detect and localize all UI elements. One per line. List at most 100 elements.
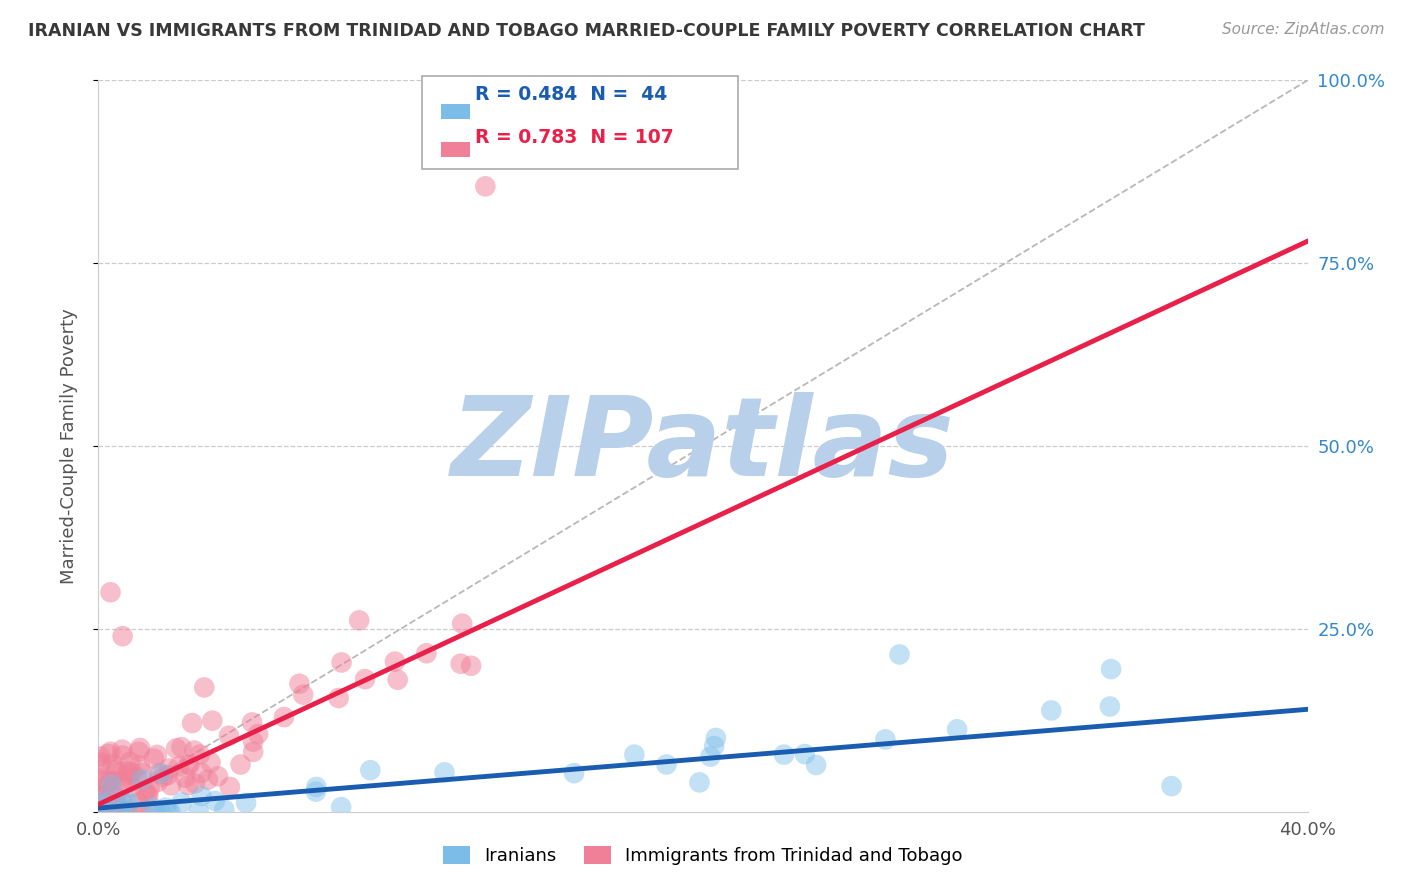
Point bbox=[94, 780, 117, 795]
Point bbox=[177, 778, 200, 792]
Point bbox=[129, 741, 152, 756]
Point bbox=[804, 758, 827, 772]
Point bbox=[155, 800, 177, 814]
Point bbox=[359, 763, 381, 777]
Point bbox=[451, 616, 474, 631]
Point bbox=[165, 741, 187, 756]
Point bbox=[354, 672, 377, 686]
Point bbox=[197, 772, 219, 787]
Point bbox=[111, 774, 134, 789]
Point bbox=[183, 743, 205, 757]
Point bbox=[229, 757, 252, 772]
Point bbox=[111, 748, 134, 763]
Point bbox=[103, 774, 125, 789]
Point bbox=[96, 805, 118, 819]
Point bbox=[146, 747, 169, 762]
Point bbox=[184, 776, 207, 790]
Point bbox=[91, 774, 114, 789]
Point bbox=[655, 757, 678, 772]
Point bbox=[187, 805, 209, 819]
Point bbox=[120, 755, 142, 769]
Point bbox=[87, 772, 110, 786]
Point bbox=[138, 781, 160, 796]
Text: R = 0.783  N = 107: R = 0.783 N = 107 bbox=[475, 128, 673, 147]
Point bbox=[89, 789, 111, 804]
Point bbox=[190, 766, 212, 780]
Point bbox=[125, 771, 148, 785]
Point bbox=[142, 751, 165, 765]
Point bbox=[89, 802, 111, 816]
Point bbox=[117, 805, 139, 819]
Point bbox=[773, 747, 796, 762]
Point bbox=[138, 805, 160, 819]
Point bbox=[247, 727, 270, 741]
Point bbox=[108, 801, 131, 815]
Point bbox=[204, 794, 226, 808]
Point bbox=[177, 757, 200, 772]
Point bbox=[87, 758, 110, 772]
Point bbox=[100, 585, 122, 599]
Point bbox=[136, 789, 159, 803]
Point bbox=[1098, 699, 1121, 714]
Point bbox=[875, 732, 897, 747]
Point bbox=[328, 691, 350, 706]
Point bbox=[242, 745, 264, 759]
Point bbox=[474, 179, 496, 194]
Point bbox=[218, 729, 240, 743]
Point bbox=[90, 794, 112, 808]
Point bbox=[105, 765, 128, 780]
Point bbox=[305, 780, 328, 794]
Point bbox=[110, 805, 132, 819]
Point bbox=[94, 805, 117, 819]
Point bbox=[235, 796, 257, 810]
Point bbox=[89, 805, 111, 819]
Point bbox=[127, 796, 149, 810]
Point bbox=[152, 770, 174, 784]
Point bbox=[90, 805, 112, 819]
Point bbox=[201, 714, 224, 728]
Point bbox=[170, 740, 193, 755]
Point bbox=[214, 803, 236, 817]
Text: R = 0.484  N =  44: R = 0.484 N = 44 bbox=[475, 85, 668, 104]
Point bbox=[157, 805, 180, 819]
Point bbox=[108, 805, 131, 819]
Point bbox=[190, 789, 212, 803]
Point bbox=[98, 805, 121, 819]
Point bbox=[146, 775, 169, 789]
Point bbox=[181, 716, 204, 731]
Point bbox=[160, 778, 183, 792]
Point bbox=[87, 805, 110, 819]
Point bbox=[131, 766, 153, 780]
Point bbox=[242, 734, 264, 748]
Point bbox=[946, 723, 969, 737]
Y-axis label: Married-Couple Family Poverty: Married-Couple Family Poverty bbox=[59, 308, 77, 584]
Text: ZIPatlas: ZIPatlas bbox=[451, 392, 955, 500]
Point bbox=[97, 805, 120, 819]
Point bbox=[121, 780, 143, 795]
Point bbox=[104, 789, 127, 804]
Point bbox=[1099, 662, 1122, 676]
Point bbox=[347, 613, 370, 627]
Text: Source: ZipAtlas.com: Source: ZipAtlas.com bbox=[1222, 22, 1385, 37]
Point bbox=[460, 658, 482, 673]
Point bbox=[91, 793, 114, 807]
Point bbox=[174, 771, 197, 785]
Point bbox=[89, 790, 111, 805]
Point bbox=[90, 756, 112, 770]
Point bbox=[98, 801, 121, 815]
Point bbox=[292, 688, 315, 702]
Point bbox=[128, 745, 150, 759]
Point bbox=[704, 731, 727, 745]
Point bbox=[179, 757, 201, 772]
Point bbox=[273, 710, 295, 724]
Point bbox=[688, 775, 710, 789]
Point bbox=[101, 783, 124, 797]
Point bbox=[207, 769, 229, 783]
Point bbox=[104, 795, 127, 809]
Point bbox=[450, 657, 472, 671]
Point bbox=[134, 784, 156, 798]
Point bbox=[433, 765, 456, 780]
Point bbox=[96, 803, 118, 817]
Point bbox=[562, 766, 585, 780]
Point bbox=[699, 749, 721, 764]
